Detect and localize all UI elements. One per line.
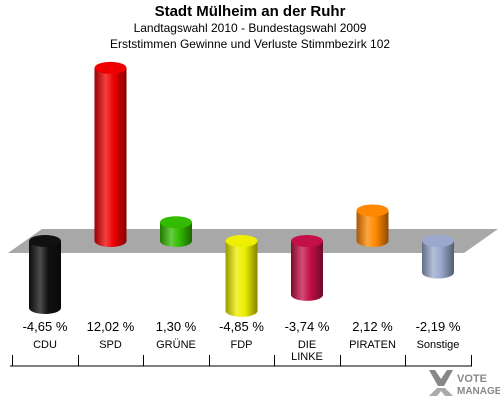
bar-piraten [356, 204, 389, 247]
category-label: Sonstige [417, 339, 460, 351]
chart-subtitle-2: Erststimmen Gewinne und Verluste Stimmbe… [109, 37, 391, 51]
category-label-line: GRÜNE [156, 339, 196, 351]
value-label: -4,85 % [219, 319, 264, 334]
bar-cdu [29, 235, 61, 314]
bar-die-linke [291, 235, 323, 301]
bar-bottom-cap [160, 235, 192, 247]
bar-body [94, 67, 127, 241]
bar-top-cap [94, 61, 127, 74]
bar-bottom-cap [291, 288, 323, 301]
bar-top-cap [160, 216, 192, 229]
bar-sonstige [422, 235, 454, 279]
category-label-line: FDP [231, 339, 253, 351]
bar-bottom-cap [356, 235, 389, 247]
bar-top-cap [225, 235, 258, 247]
bar-top-cap [29, 235, 61, 247]
category-label-line: SPD [99, 339, 122, 351]
category-label-line: CDU [33, 339, 57, 351]
logo-text-vote: VOTE [457, 373, 487, 385]
chart-title: Stadt Mülheim an der Ruhr [154, 3, 346, 20]
value-label: -2,19 % [416, 319, 461, 334]
category-label-line: LINKE [291, 351, 323, 363]
bar-top-cap [291, 235, 323, 247]
category-label: GRÜNE [156, 339, 196, 351]
bar-body [225, 241, 258, 311]
value-label: 1,30 % [156, 319, 197, 334]
category-label: CDU [33, 339, 57, 351]
bar-body [29, 241, 61, 308]
category-label: FDP [231, 339, 253, 351]
category-label: DIE LINKE [291, 339, 323, 363]
logo-text-manager: MANAGER [457, 386, 500, 397]
bar-spd [94, 61, 127, 247]
bar-body [291, 241, 323, 295]
value-label: -4,65 % [23, 319, 68, 334]
bar-bottom-cap [94, 235, 127, 247]
bar-top-cap [356, 204, 389, 217]
bar-bottom-cap [225, 304, 258, 317]
value-label: -3,74 % [285, 319, 330, 334]
value-label: 2,12 % [352, 319, 393, 334]
bar-top-cap [422, 235, 454, 247]
bar-gr-ne [160, 216, 192, 247]
category-label-line: DIE [298, 339, 316, 351]
category-label-line: PIRATEN [349, 339, 396, 351]
category-label: SPD [99, 339, 122, 351]
value-label: 12,02 % [87, 319, 135, 334]
chart-subtitle: Landtagswahl 2010 - Bundestagswahl 2009 [133, 21, 367, 35]
bar-fdp [225, 235, 258, 317]
logo-mark [429, 370, 453, 396]
bar-bottom-cap [29, 301, 61, 314]
category-label: PIRATEN [349, 339, 396, 351]
category-label-line: Sonstige [417, 339, 460, 351]
bar-bottom-cap [422, 266, 454, 279]
vote-manager-logo: VOTE MANAGER [429, 370, 500, 397]
